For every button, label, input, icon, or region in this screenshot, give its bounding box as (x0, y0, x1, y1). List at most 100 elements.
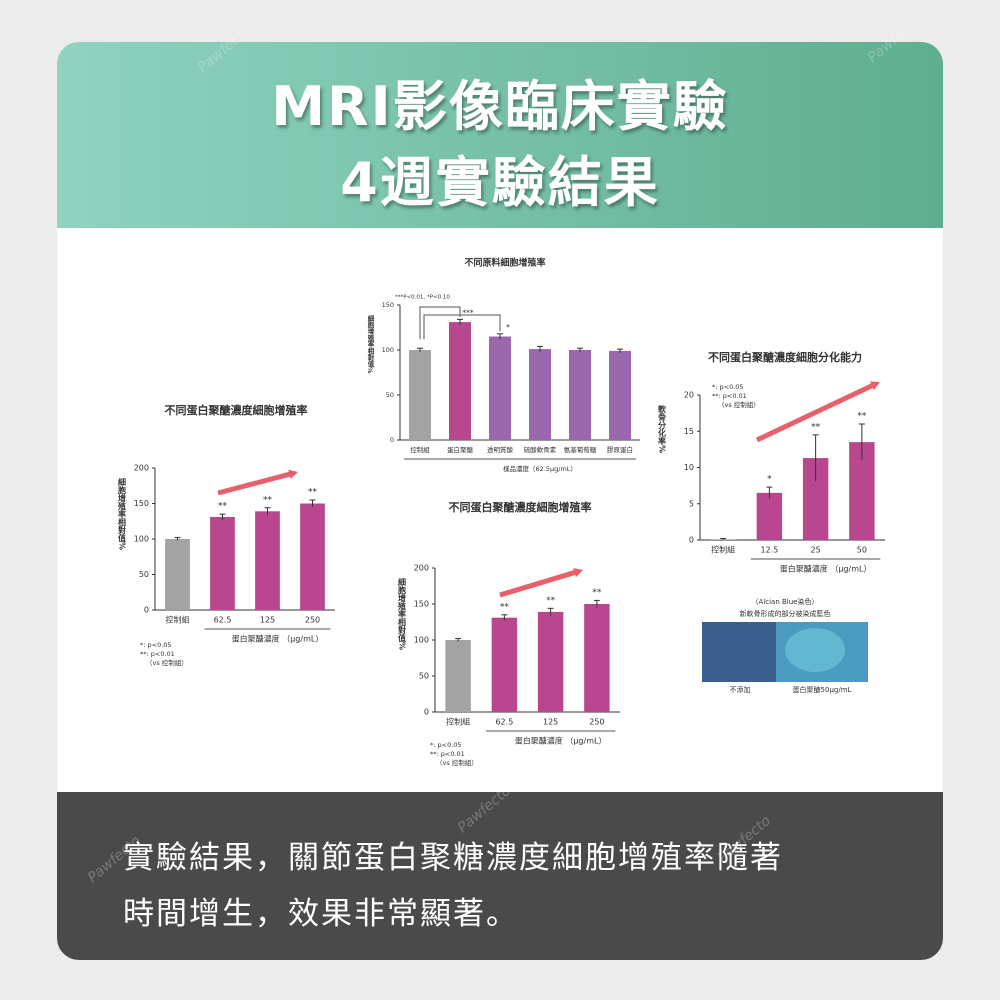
significance: ** (308, 487, 318, 497)
y-tick-label: 0 (424, 708, 429, 717)
bar (255, 511, 280, 610)
chart-title: 不同蛋白聚醣濃度細胞增殖率 (449, 500, 592, 514)
header-title: 4週實驗結果 (340, 151, 660, 214)
x-axis-label: 樣品濃度（62.5μg/mL） (503, 464, 577, 473)
category-label: 控制組 (166, 615, 190, 625)
watermark: Pawfecto (715, 813, 774, 866)
bar (609, 350, 631, 440)
significance: *** (462, 308, 474, 317)
y-tick-label: 0 (689, 536, 694, 545)
header: MRI影像臨床實驗 4週實驗結果 (57, 42, 943, 228)
significance: ** (811, 422, 821, 432)
y-tick-label: 10 (684, 463, 694, 472)
y-tick-label: 0 (390, 436, 394, 444)
bar (584, 604, 610, 712)
y-tick-label: 5 (689, 499, 694, 508)
y-tick-label: 0 (144, 606, 149, 615)
chart-title: 不同原料細胞增殖率 (464, 257, 545, 269)
category-label: 氨基葡萄糖 (564, 445, 597, 454)
category-label: 50 (857, 546, 867, 555)
card: MRI影像臨床實驗 4週實驗結果 實驗結果，關節蛋白聚糖濃度細胞增殖率隨著 時間… (57, 42, 943, 960)
significance: ** (500, 602, 510, 612)
caption: 蛋白聚醣50μg/mL (793, 685, 852, 694)
category-label: 蛋白聚醣 (447, 445, 474, 454)
y-tick-label: 100 (382, 346, 394, 354)
y-tick-label: 50 (419, 672, 429, 681)
significance: * (767, 475, 772, 485)
y-axis-label: 軟骨分化率% (657, 404, 667, 453)
y-tick-label: 15 (684, 427, 694, 436)
bar (409, 350, 431, 440)
caption: （Alcian Blue染色） (752, 597, 819, 606)
y-tick-label: 150 (414, 600, 429, 609)
category-label: 250 (305, 616, 320, 625)
footer-text: 時間增生，效果非常顯著。 (123, 896, 519, 932)
chart-title: 不同蛋白聚醣濃度細胞增殖率 (165, 403, 308, 417)
y-tick-label: 200 (414, 564, 429, 573)
bar (449, 322, 471, 440)
category-label: 125 (543, 718, 558, 727)
sig-bracket (419, 306, 461, 340)
header-title: MRI影像臨床實驗 (271, 75, 729, 138)
y-tick-label: 100 (414, 636, 429, 645)
bar (300, 503, 325, 610)
watermark: Pawfecto (195, 23, 254, 76)
y-tick-label: 100 (134, 535, 149, 544)
bar (529, 349, 551, 440)
y-tick-label: 20 (684, 391, 694, 400)
y-axis-label: 細胞增殖率相對值% (366, 314, 375, 374)
significance: ** (546, 596, 556, 606)
note: *: p<0.05 (430, 741, 462, 749)
significance: * (506, 323, 510, 332)
category-label: 62.5 (495, 718, 513, 727)
trend-arrow (217, 471, 291, 496)
significance: ** (263, 495, 273, 505)
category-label: 控制組 (446, 717, 470, 727)
caption: 新軟骨形成的部分被染成藍色 (740, 609, 831, 618)
y-tick-label: 150 (382, 301, 394, 309)
x-axis-label: 蛋白聚醣濃度 （μg/mL） (232, 634, 324, 644)
category-label: 12.5 (760, 546, 778, 555)
significance: ** (592, 588, 602, 598)
bar (537, 611, 564, 712)
y-tick-label: 200 (134, 464, 149, 473)
trend-arrow-head (870, 381, 880, 391)
stain-spot (785, 628, 845, 672)
y-axis-label: 細胞增殖率相對值% (398, 577, 407, 650)
note: （vs 控制組） (718, 400, 760, 409)
note: **: p<0.01 (712, 392, 747, 400)
category-label: 控制組 (410, 445, 430, 454)
bar (165, 539, 190, 610)
trend-arrow-head (573, 567, 583, 578)
bar (756, 492, 783, 540)
note: （vs 控制組） (436, 758, 478, 767)
bar (569, 350, 591, 440)
trend-arrow (499, 569, 577, 598)
watermark: Pawfecto (865, 13, 924, 66)
bar (210, 516, 235, 610)
significance: ** (857, 412, 867, 422)
footer-text: 實驗結果，關節蛋白聚糖濃度細胞增殖率隨著 (123, 840, 783, 876)
trend-arrow (755, 383, 874, 443)
category-label: 250 (589, 718, 604, 727)
note: *: p<0.05 (140, 641, 172, 649)
bar (445, 640, 471, 712)
caption: 不添加 (730, 685, 751, 694)
note: **: p<0.01 (140, 650, 175, 658)
footer: 實驗結果，關節蛋白聚糖濃度細胞增殖率隨著 時間增生，效果非常顯著。 (57, 792, 943, 960)
category-label: 控制組 (711, 545, 735, 555)
sig-bracket (423, 314, 501, 340)
category-label: 透明質酸 (487, 445, 514, 454)
category-label: 硫酸軟骨素 (524, 445, 557, 454)
bar (489, 336, 511, 440)
x-axis-label: 蛋白聚醣濃度 （μg/mL） (515, 736, 607, 746)
category-label: 125 (260, 616, 275, 625)
category-label: 62.5 (214, 616, 232, 625)
note: *: p<0.05 (712, 383, 744, 391)
bar (491, 617, 518, 712)
category-label: 膠原蛋白 (607, 445, 633, 454)
y-axis-label: 細胞增殖率相對值% (118, 477, 127, 550)
category-label: 25 (811, 546, 821, 555)
annotation: ***P<0.01, *P<0.10 (395, 295, 450, 301)
